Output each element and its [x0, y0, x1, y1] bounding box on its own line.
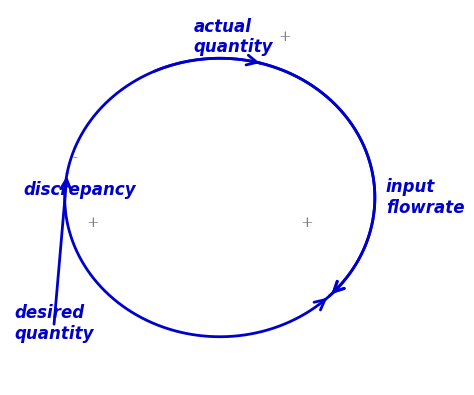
Text: +: + [301, 216, 313, 230]
Text: desired
quantity: desired quantity [15, 304, 94, 342]
Text: input
flowrate: input flowrate [386, 178, 464, 217]
Text: actual
quantity: actual quantity [193, 17, 273, 56]
Text: discrepancy: discrepancy [23, 181, 136, 199]
Text: +: + [279, 30, 292, 44]
Text: +: + [87, 216, 100, 230]
Text: -: - [73, 151, 78, 165]
